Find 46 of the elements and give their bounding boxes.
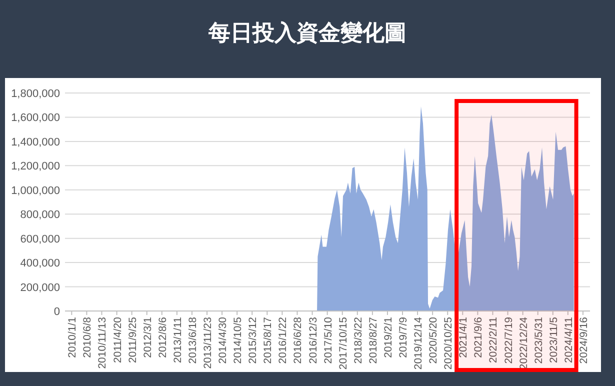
x-tick-label: 2024/9/16 [578, 316, 590, 364]
x-tick-label: 2013/6/18 [186, 316, 199, 364]
y-tick-label: 1,000,000 [11, 184, 60, 197]
x-tick-label: 2022/2/11 [488, 316, 500, 363]
x-tick-label: 2012/8/6 [156, 316, 169, 358]
x-tick-label: 2017/10/15 [337, 316, 350, 370]
x-tick-label: 2014/4/30 [217, 316, 230, 364]
x-tick-label: 2018/8/27 [367, 316, 380, 364]
chart-title: 每日投入資金變化圖 [208, 20, 406, 45]
x-tick-label: 2016/12/3 [307, 316, 320, 364]
x-tick-label: 2015/8/17 [262, 316, 274, 364]
x-tick-label: 2021/4/1 [458, 316, 470, 358]
x-tick-label: 2021/9/6 [472, 316, 485, 358]
x-tick-label: 2012/3/1 [142, 316, 154, 358]
x-tick-label: 2017/5/10 [322, 316, 334, 364]
y-tick-label: 1,600,000 [11, 112, 60, 124]
x-tick-label: 2023/5/31 [532, 316, 545, 364]
y-tick-label: 400,000 [20, 258, 60, 270]
x-tick-label: 2016/1/22 [277, 316, 290, 364]
x-tick-label: 2022/12/24 [518, 316, 530, 370]
x-tick-label: 2023/11/5 [548, 316, 560, 363]
x-tick-label: 2024/4/11 [562, 316, 575, 363]
y-tick-label: 1,400,000 [11, 136, 60, 148]
x-tick-label: 2019/12/14 [412, 316, 425, 370]
x-tick-label: 2019/7/9 [398, 316, 410, 358]
x-tick-label: 2011/9/25 [126, 316, 139, 363]
x-tick-label: 2016/6/28 [292, 316, 304, 364]
x-tick-label: 2019/2/1 [382, 316, 394, 358]
x-tick-label: 2022/7/19 [502, 316, 515, 364]
y-tick-label: 0 [54, 306, 60, 318]
x-tick-label: 2010/11/13 [96, 316, 109, 369]
x-tick-label: 2014/10/5 [232, 316, 244, 364]
x-tick-label: 2010/1/1 [66, 316, 79, 358]
y-tick-label: 600,000 [20, 233, 60, 246]
y-tick-label: 200,000 [20, 282, 60, 294]
x-tick-label: 2013/1/11 [172, 316, 184, 363]
y-tick-label: 1,200,000 [11, 160, 60, 173]
y-tick-label: 800,000 [20, 209, 60, 222]
x-tick-label: 2010/6/8 [82, 316, 94, 358]
x-tick-label: 2013/11/23 [202, 316, 214, 369]
x-tick-label: 2015/3/12 [247, 316, 260, 364]
x-tick-label: 2011/4/20 [112, 316, 124, 363]
x-tick-label: 2020/10/25 [442, 316, 455, 370]
x-tick-label: 2018/3/22 [352, 316, 364, 364]
x-tick-label: 2020/5/20 [428, 316, 440, 364]
y-tick-label: 1,800,000 [11, 88, 60, 100]
